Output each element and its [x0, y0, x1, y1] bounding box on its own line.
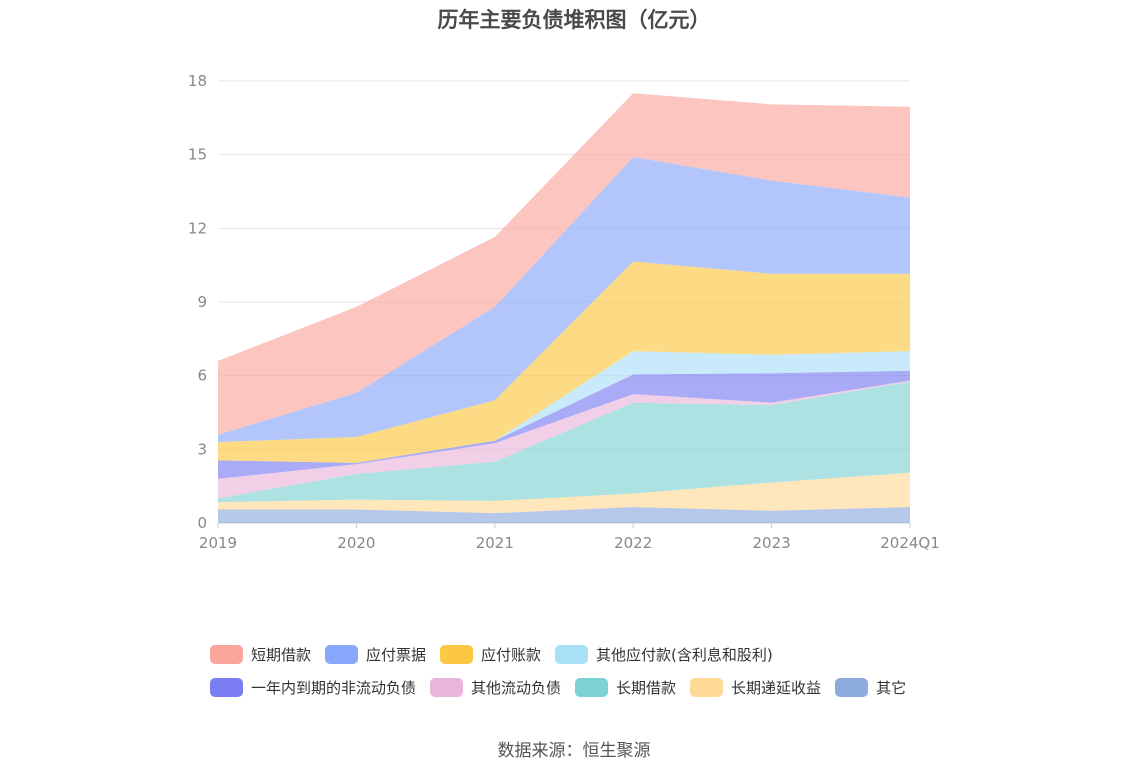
legend-label: 短期借款: [251, 646, 312, 664]
y-tick-label: 18: [188, 72, 207, 90]
y-tick-label: 3: [197, 440, 207, 458]
area-series: [218, 370, 910, 479]
x-tick-label: 2020: [337, 534, 375, 552]
x-tick-label: 2024Q1: [880, 534, 940, 552]
area-series: [218, 93, 910, 435]
legend-item-current-noncurrent[interactable]: 一年内到期的非流动负债: [210, 677, 416, 698]
legend-item-accounts-payable[interactable]: 应付账款: [440, 644, 541, 665]
legend-item-other-payables[interactable]: 其他应付款(含利息和股利): [555, 644, 773, 665]
legend-label: 应付账款: [481, 646, 542, 664]
area-series: [218, 380, 910, 499]
legend-label: 长期递延收益: [731, 679, 822, 697]
y-tick-label: 9: [197, 293, 207, 311]
area-series: [218, 261, 910, 463]
area-series: [218, 157, 910, 442]
chart-area: 0 3 6 9 12 15 18 2019 2020 2021 2022 2023 2024Q1: [188, 72, 940, 552]
legend-swatch-other: [835, 678, 869, 697]
y-tick-label: 6: [197, 367, 207, 385]
area-series: [218, 381, 910, 503]
y-tick-label: 12: [188, 219, 207, 237]
area-series: [218, 472, 910, 514]
legend-swatch-short-term-loans: [210, 645, 243, 664]
area-series: [218, 507, 910, 523]
chart-title: 历年主要负债堆积图（亿元）: [437, 8, 711, 32]
x-tick-label: 2022: [614, 534, 652, 552]
legend-swatch-deferred-income: [690, 678, 724, 697]
legend-item-deferred-income[interactable]: 长期递延收益: [690, 677, 821, 698]
legend-item-other[interactable]: 其它: [835, 677, 906, 698]
legend-row-1: 短期借款 应付票据 应付账款 其他应付款(含利息和股利): [210, 638, 970, 671]
legend-swatch-current-noncurrent: [210, 678, 243, 697]
x-tick-label: 2019: [199, 534, 237, 552]
legend-swatch-accounts-payable: [440, 645, 474, 664]
x-tick-label: 2023: [753, 534, 791, 552]
legend-label: 一年内到期的非流动负债: [251, 679, 417, 697]
legend-item-long-term-loans[interactable]: 长期借款: [575, 677, 676, 698]
legend-swatch-other-current-liabilities: [430, 678, 464, 697]
source-note: 数据来源：恒生聚源: [497, 741, 651, 761]
legend-label: 长期借款: [616, 679, 677, 697]
legend-item-notes-payable[interactable]: 应付票据: [325, 644, 426, 665]
x-tick-label: 2021: [476, 534, 514, 552]
legend-label: 其它: [876, 679, 907, 697]
legend-row-2: 一年内到期的非流动负债 其他流动负债 长期借款 长期递延收益 其它: [210, 671, 970, 704]
legend: 短期借款 应付票据 应付账款 其他应付款(含利息和股利) 一年内到期的非流动负债…: [210, 638, 970, 704]
legend-label: 应付票据: [366, 646, 427, 664]
legend-label: 其他应付款(含利息和股利): [596, 646, 773, 664]
legend-item-short-term-loans[interactable]: 短期借款: [210, 644, 311, 665]
area-series: [218, 351, 910, 463]
legend-swatch-other-payables: [555, 645, 589, 664]
legend-label: 其他流动负债: [471, 679, 562, 697]
y-tick-label: 15: [188, 146, 207, 164]
y-tick-label: 0: [197, 514, 207, 532]
legend-swatch-notes-payable: [325, 645, 359, 664]
legend-item-other-current-liabilities[interactable]: 其他流动负债: [430, 677, 561, 698]
legend-swatch-long-term-loans: [575, 678, 609, 697]
